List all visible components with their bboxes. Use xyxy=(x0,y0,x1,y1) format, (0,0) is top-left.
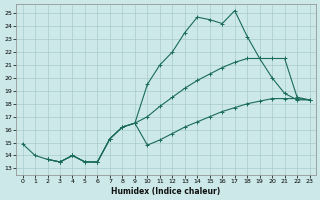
X-axis label: Humidex (Indice chaleur): Humidex (Indice chaleur) xyxy=(111,187,221,196)
